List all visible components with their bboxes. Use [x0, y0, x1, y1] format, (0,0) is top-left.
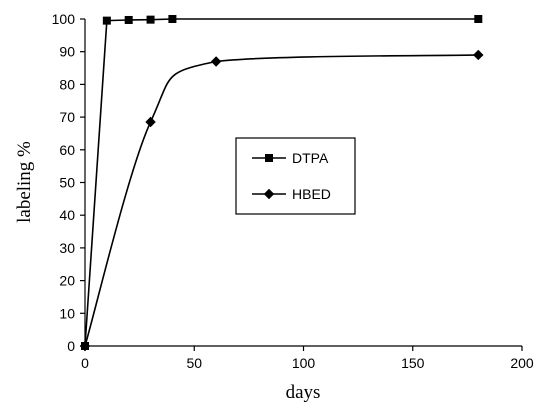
- y-tick-label: 100: [52, 11, 76, 27]
- y-tick-label: 20: [59, 273, 75, 289]
- x-tick-label: 100: [292, 355, 316, 371]
- y-axis-title: labeling %: [14, 141, 35, 223]
- x-tick-label: 50: [186, 355, 202, 371]
- x-tick-label: 0: [81, 355, 89, 371]
- legend-item-hbed: HBED: [252, 186, 331, 202]
- y-tick-label: 0: [67, 338, 75, 354]
- series-layer: [79, 15, 484, 352]
- legend-marker-hbed: [263, 188, 275, 200]
- legend-label: DTPA: [292, 150, 329, 166]
- y-tick-label: 40: [59, 207, 75, 223]
- legend-box: [235, 137, 356, 215]
- x-tick-label: 200: [510, 355, 534, 371]
- y-tick-label: 30: [59, 240, 75, 256]
- y-axis-ticks: 0 10 20 30 40 50 60 70 80 90 100: [52, 11, 85, 354]
- data-point-hbed: [210, 56, 222, 67]
- y-tick-label: 90: [59, 44, 75, 60]
- y-tick-label: 10: [59, 305, 75, 321]
- data-point-dtpa: [124, 15, 133, 24]
- x-tick-label: 150: [401, 355, 425, 371]
- series-hbed: [79, 49, 484, 352]
- series-line-dtpa: [84, 18, 479, 347]
- x-axis-ticks: 0 50 100 150 200: [81, 346, 534, 371]
- y-tick-label: 70: [59, 109, 75, 125]
- y-tick-label: 80: [59, 76, 75, 92]
- y-tick-label: 60: [59, 142, 75, 158]
- data-point-dtpa: [102, 16, 111, 25]
- data-point-hbed: [145, 116, 156, 128]
- legend-item-dtpa: DTPA: [252, 150, 329, 166]
- data-point-dtpa: [146, 15, 155, 24]
- legend: DTPA HBED: [235, 137, 356, 215]
- data-point-dtpa: [168, 15, 177, 23]
- data-point-dtpa: [474, 15, 483, 23]
- data-point-hbed: [79, 340, 91, 352]
- y-tick-label: 50: [59, 175, 75, 191]
- legend-marker-dtpa: [265, 154, 273, 162]
- x-axis-title: days: [286, 382, 321, 403]
- legend-label: HBED: [292, 186, 331, 202]
- data-point-hbed: [473, 49, 484, 61]
- series-line-hbed: [84, 54, 479, 347]
